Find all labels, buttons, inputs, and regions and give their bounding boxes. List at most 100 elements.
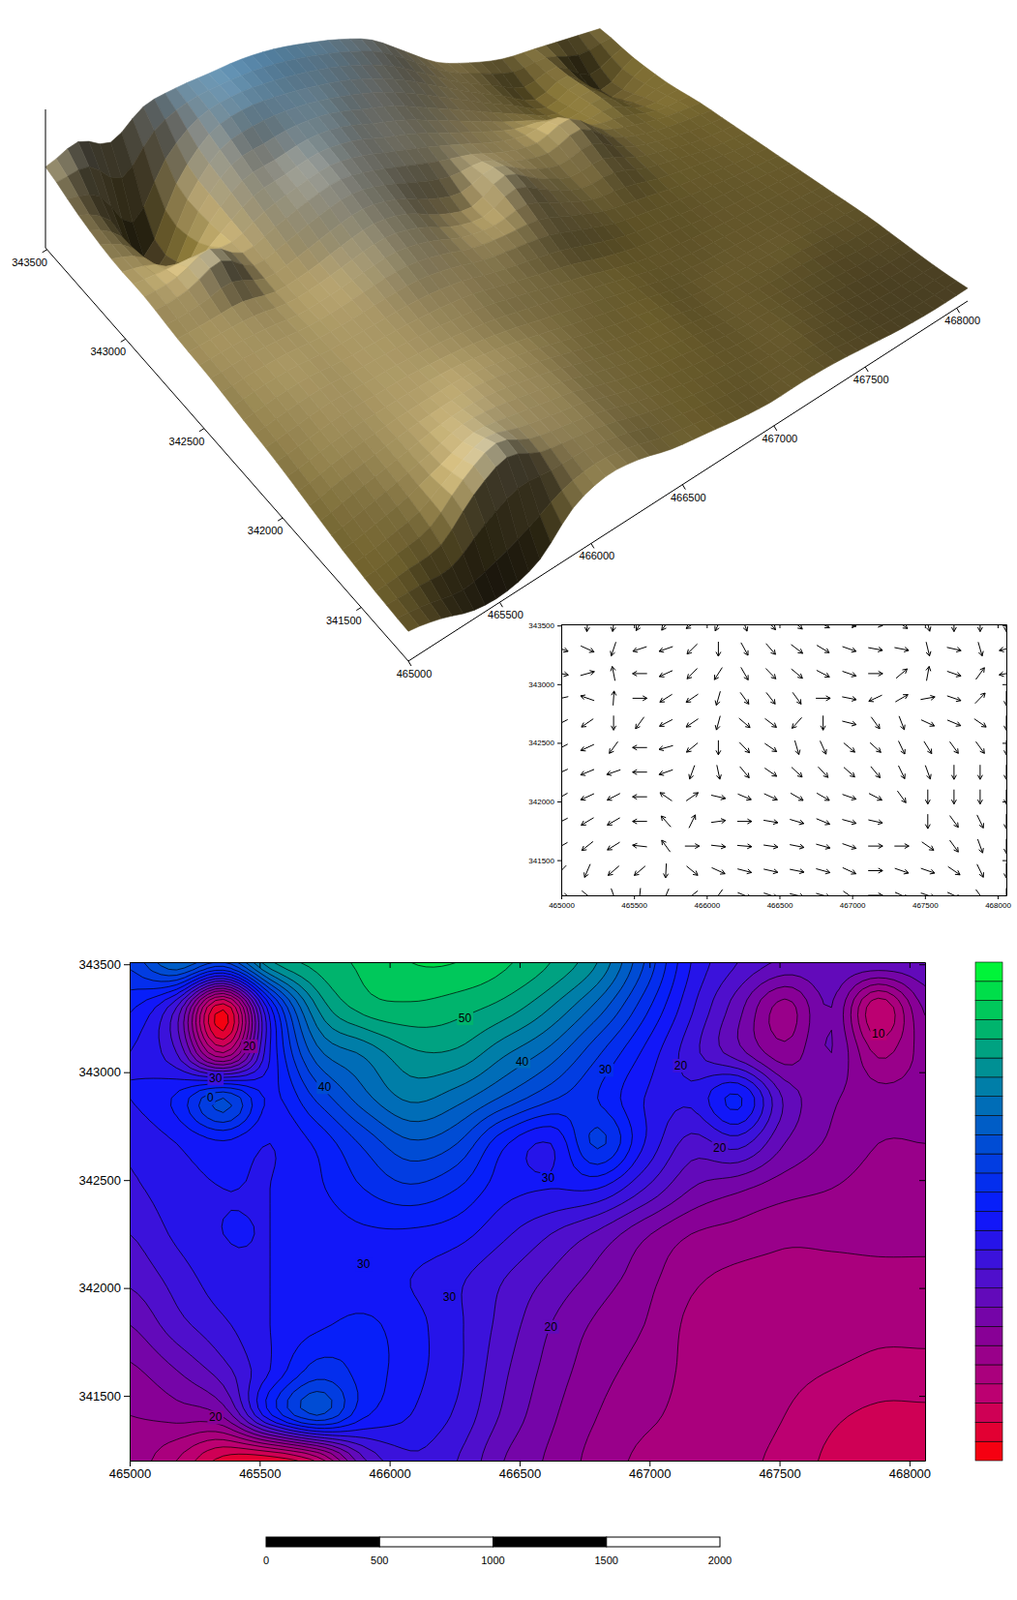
- band: [129, 961, 926, 1461]
- tick: 466000: [368, 1460, 411, 1481]
- surface-axes: 4650004655004660004665004670004675004680…: [11, 109, 981, 680]
- arrow: [742, 624, 748, 631]
- contour-label-text: 50: [458, 1011, 473, 1025]
- arrow: [635, 717, 645, 729]
- contour-line: [129, 961, 755, 1432]
- contour-label: 20: [542, 1319, 560, 1334]
- contour-line: [129, 961, 656, 1421]
- arrow: [1004, 690, 1008, 706]
- contour-label-text: 20: [543, 1319, 558, 1334]
- arrow: [765, 668, 776, 680]
- band: [129, 961, 773, 1461]
- contour-label: 30: [597, 1062, 614, 1077]
- colorbar-box: [975, 1096, 1003, 1116]
- x-axis-line: [130, 1460, 927, 1462]
- tick: 465500: [239, 1460, 281, 1481]
- label-patch: [207, 1071, 224, 1085]
- arrow: [632, 670, 648, 676]
- tick-label: 465500: [487, 608, 524, 621]
- tick-mark: [389, 961, 391, 968]
- tick-label: 466000: [579, 549, 616, 562]
- contour-line: [129, 961, 926, 1461]
- contour-line: [129, 961, 926, 1461]
- arrow: [581, 718, 594, 728]
- surface-plot: [45, 29, 968, 632]
- contour-line: [350, 961, 513, 1002]
- label-patch: [441, 1289, 458, 1304]
- contour-label: 50: [456, 1011, 474, 1025]
- tick-mark: [519, 961, 521, 968]
- label-patch: [869, 1026, 887, 1041]
- label-patch: [513, 1054, 531, 1069]
- tick: 342000: [79, 1280, 130, 1295]
- tick-label: 343000: [89, 345, 126, 358]
- label-patch: [456, 1011, 474, 1025]
- scale-segment: [266, 1536, 380, 1547]
- arrow: [975, 692, 986, 704]
- arrow: [686, 693, 698, 703]
- contour-line: [129, 961, 926, 1461]
- label-patch: [597, 1062, 614, 1077]
- contour-label: 40: [316, 1079, 333, 1094]
- contour-label: 20: [207, 1409, 224, 1424]
- scale-segment: [379, 1536, 493, 1547]
- arrow: [896, 668, 908, 679]
- colorbar-box: [975, 981, 1003, 1001]
- contour-line: [129, 961, 926, 1461]
- tick-mark: [259, 1460, 261, 1466]
- colorbar-box: [975, 1018, 1003, 1039]
- colorbar-box: [975, 1172, 1003, 1193]
- arrow: [580, 670, 596, 676]
- arrow: [841, 696, 857, 702]
- tick: 467000: [628, 1460, 671, 1481]
- colorbar-box: [975, 1325, 1003, 1346]
- arrow: [951, 624, 957, 632]
- arrow: [561, 718, 569, 726]
- tick-mark: [919, 963, 926, 965]
- colorbar-box: [975, 1229, 1003, 1250]
- colorbar-box: [975, 1345, 1003, 1365]
- tick-label: 467500: [853, 373, 890, 386]
- surface-facet: [56, 176, 79, 199]
- arrow: [947, 695, 961, 702]
- tick-mark: [356, 607, 361, 611]
- colorbar-box: [975, 1307, 1003, 1327]
- contour-label-text: 20: [209, 1409, 223, 1424]
- arrow: [658, 670, 673, 678]
- arrow: [926, 624, 931, 631]
- arrow: [740, 691, 749, 704]
- colorbar-box: [975, 1076, 1003, 1097]
- tick-label: 466500: [499, 1465, 541, 1481]
- arrow: [867, 670, 883, 676]
- band: [129, 961, 926, 1461]
- tick-mark: [259, 961, 261, 968]
- tick: 342500: [79, 1172, 130, 1188]
- surface-facet: [89, 230, 113, 245]
- tick-label: 468000: [944, 314, 981, 327]
- band: [299, 961, 551, 1027]
- tick-label: 342000: [247, 524, 284, 537]
- contour-label: 20: [240, 1039, 258, 1053]
- arrow: [715, 716, 720, 731]
- tick-mark: [120, 338, 126, 342]
- arrow: [842, 646, 857, 653]
- tick: 467500: [758, 1460, 801, 1481]
- contour-label-text: 30: [209, 1071, 223, 1085]
- arrow: [561, 646, 569, 653]
- tick-label: 342500: [169, 435, 206, 448]
- arrow: [766, 643, 777, 655]
- tick-mark: [919, 1395, 926, 1397]
- tick-label: 467500: [758, 1465, 801, 1481]
- x-axis-line: [408, 300, 968, 661]
- contour-line: [129, 961, 926, 1461]
- contour-line: [129, 961, 926, 1461]
- colorbar-box: [975, 1364, 1003, 1384]
- tick-mark: [919, 1179, 926, 1181]
- figure: 4650004655004660004665004670004675004680…: [0, 0, 1017, 1600]
- tick-mark: [774, 425, 778, 431]
- arrow: [926, 666, 931, 682]
- label-patch: [316, 1079, 333, 1094]
- arrow: [687, 668, 697, 680]
- tick: 341500: [79, 1388, 130, 1404]
- x-axis-top-line: [130, 961, 927, 963]
